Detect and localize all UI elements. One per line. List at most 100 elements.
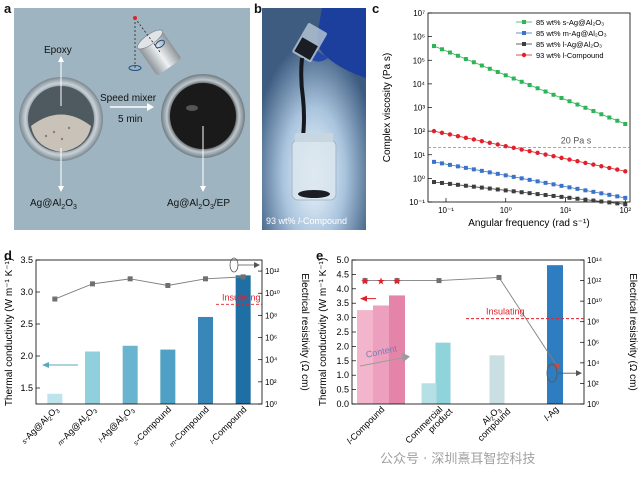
y2-tick-label: 10⁴ (265, 356, 278, 365)
data-point (535, 179, 540, 184)
data-point (431, 128, 437, 134)
data-point (495, 187, 500, 192)
data-point (551, 92, 556, 97)
bar (122, 345, 138, 404)
data-point (527, 177, 532, 182)
y-tick-label: 10⁴ (413, 80, 426, 89)
x-axis-label: Angular frequency (rad s⁻¹) (468, 218, 589, 229)
legend-marker (522, 31, 526, 35)
data-point (487, 140, 492, 146)
y2-axis-label: Electrical resistivity (Ω cm) (299, 273, 310, 390)
y-tick-label: 3.5 (20, 255, 33, 265)
resistivity-point (90, 281, 95, 287)
insulating-label: Insulating (222, 292, 261, 302)
data-point (607, 192, 612, 197)
data-point (447, 132, 453, 137)
data-point (527, 148, 532, 154)
y2-axis-label: Electrical resistivity (Ω cm) (627, 273, 638, 390)
resistivity-point (362, 278, 368, 284)
data-point (479, 63, 484, 68)
y-axis-label: Thermal conductivity (W m⁻¹ K⁻¹) (318, 258, 329, 406)
content-arrow (359, 356, 407, 367)
data-point (471, 137, 477, 142)
y-tick-label: 10⁻¹ (409, 198, 425, 207)
y-tick-label: 10⁵ (413, 56, 425, 65)
legend-marker (522, 42, 526, 46)
data-point (615, 167, 620, 172)
resistivity-point-ag (554, 363, 560, 369)
reference-line-label: 20 Pa s (561, 136, 592, 146)
data-point (447, 50, 452, 55)
y2-tick-label: 10⁰ (587, 400, 599, 409)
data-point (559, 155, 564, 161)
data-point (535, 150, 540, 156)
data-point (551, 182, 556, 187)
legend-label: 85 wt% m-Ag@Al₂O₃ (536, 29, 607, 38)
y2-tick-label: 10⁴ (587, 359, 600, 368)
data-point (591, 198, 596, 203)
data-point (527, 83, 532, 88)
data-point (567, 157, 572, 162)
resistivity-point (496, 274, 502, 280)
y-axis-label: Thermal conductivity (W m⁻¹ K⁻¹) (4, 258, 15, 406)
y2-tick-label: 10¹² (265, 267, 280, 276)
data-point (527, 191, 532, 196)
data-point (591, 162, 596, 167)
content-arrowhead (402, 352, 410, 363)
right-axis-arrowhead (254, 262, 260, 268)
resistivity-point (127, 276, 133, 282)
data-point (487, 170, 492, 175)
y-tick-label: 4.0 (336, 284, 349, 294)
legend-marker (521, 52, 527, 58)
thermal-conductivity-chart-e: 0.0 0.5 1.0 1.5 2.0 2.5 3.0 3.5 4.0 4.5 5.0 10⁰ 10² 1… (318, 255, 638, 446)
data-point (551, 154, 556, 159)
data-point (431, 44, 436, 49)
data-point (439, 180, 444, 185)
data-point (519, 176, 524, 181)
y-tick-label: 1.5 (336, 356, 349, 366)
x-tick-label: 10² (619, 206, 631, 215)
data-point (575, 186, 580, 191)
y2-tick-label: 10¹⁰ (265, 289, 280, 298)
y-tick-label: 3.5 (336, 298, 349, 308)
data-point (519, 147, 524, 152)
data-point (455, 164, 460, 169)
y-tick-label: 2.5 (336, 327, 349, 337)
data-point (503, 143, 508, 149)
data-point (551, 193, 556, 198)
y2-tick-label: 10¹² (587, 277, 602, 286)
left-axis-arrowhead (42, 361, 49, 368)
star-icon: ★ (377, 276, 386, 287)
data-point (543, 89, 548, 94)
y-tick-label: 2.0 (336, 341, 349, 351)
data-point (479, 138, 485, 144)
x-tick-label: 10⁰ (500, 206, 512, 215)
data-point (607, 200, 612, 205)
legend-label: 85 wt% l-Ag@Al₂O₃ (536, 40, 602, 49)
y2-tick-label: 10¹⁴ (587, 256, 603, 265)
y-tick-label: 3.0 (336, 313, 349, 323)
category-label: l-Ag@Al2O3 (96, 404, 138, 446)
category-label: l-Ag (542, 404, 560, 422)
y-tick-label: 4.5 (336, 269, 349, 279)
data-point (503, 73, 508, 78)
data-point (431, 159, 436, 164)
plot-frame (35, 259, 263, 405)
y-tick-label: 10⁶ (413, 33, 425, 42)
data-point (559, 96, 564, 101)
data-point (567, 195, 572, 200)
data-point (559, 183, 564, 188)
category-label: m-Compound (166, 404, 210, 448)
data-point (471, 167, 476, 172)
compound-bar (373, 305, 389, 404)
filler-label: Ag@Al2O3 (30, 198, 77, 211)
data-point (463, 57, 468, 62)
watermark: 公众号 · 深圳熹耳智控科技 (380, 452, 536, 467)
data-point (575, 102, 580, 107)
compound-bar (357, 310, 373, 404)
bar (235, 275, 251, 404)
data-point (583, 188, 588, 193)
bar (421, 383, 437, 404)
data-point (559, 194, 564, 199)
viscosity-chart: 10⁻¹ 10⁰ 10¹ 10² 10³ 10⁴ 10⁵ 10⁶ 10⁷ 10⁻¹ 10⁰ 10¹ 10… (382, 9, 631, 229)
